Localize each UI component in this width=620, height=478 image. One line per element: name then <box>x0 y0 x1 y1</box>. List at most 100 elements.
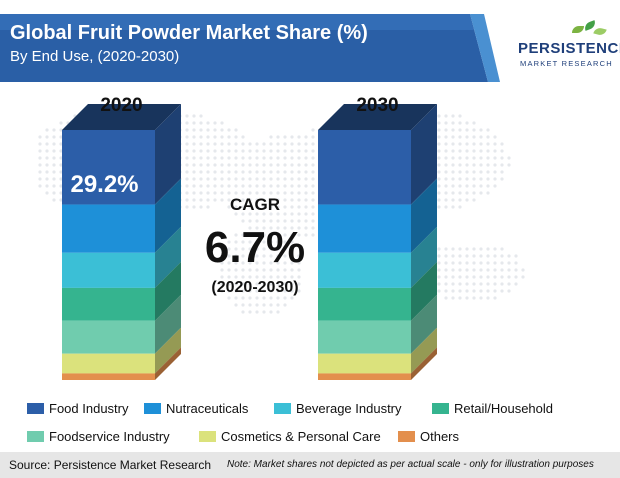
map-dot <box>444 282 448 286</box>
legend-item: Others <box>398 429 459 444</box>
map-dot <box>297 184 301 188</box>
map-dot <box>185 142 189 146</box>
map-dot <box>444 275 448 279</box>
map-dot <box>59 163 63 167</box>
map-dot <box>241 156 245 160</box>
map-dot <box>311 191 315 195</box>
map-dot <box>465 121 469 125</box>
map-dot <box>500 247 504 251</box>
map-dot <box>437 142 441 146</box>
map-dot <box>241 149 245 153</box>
map-dot <box>479 156 483 160</box>
map-dot <box>290 275 294 279</box>
map-dot <box>262 261 266 265</box>
map-dot <box>297 135 301 139</box>
map-dot <box>234 296 238 300</box>
map-dot <box>248 261 252 265</box>
map-dot <box>472 170 476 174</box>
map-dot <box>297 205 301 209</box>
map-dot <box>451 121 455 125</box>
map-dot <box>458 205 462 209</box>
map-dot <box>227 282 231 286</box>
map-dot <box>269 282 273 286</box>
map-dot <box>234 233 238 237</box>
map-dot <box>486 254 490 258</box>
map-dot <box>493 163 497 167</box>
map-dot <box>465 282 469 286</box>
map-dot <box>248 282 252 286</box>
map-dot <box>493 268 497 272</box>
map-dot <box>234 156 238 160</box>
map-dot <box>269 205 273 209</box>
map-dot <box>262 219 266 223</box>
map-dot <box>248 163 252 167</box>
map-dot <box>276 247 280 251</box>
map-dot <box>199 170 203 174</box>
map-dot <box>437 163 441 167</box>
map-dot <box>241 212 245 216</box>
map-dot <box>486 156 490 160</box>
map-dot <box>283 156 287 160</box>
header-background <box>0 14 500 82</box>
map-dot <box>262 296 266 300</box>
map-dot <box>451 191 455 195</box>
map-dot <box>38 170 42 174</box>
map-dot <box>276 191 280 195</box>
bar-segment <box>318 327 437 374</box>
map-dot <box>255 191 259 195</box>
map-dot <box>451 261 455 265</box>
map-dot <box>311 156 315 160</box>
map-dot <box>220 163 224 167</box>
map-dot <box>283 303 287 307</box>
map-dot <box>290 156 294 160</box>
map-dot <box>493 149 497 153</box>
map-dot <box>283 254 287 258</box>
map-dot <box>514 254 518 258</box>
bar-segment-front <box>62 373 155 380</box>
map-dot <box>283 142 287 146</box>
map-dot <box>507 282 511 286</box>
map-dot <box>276 219 280 223</box>
map-dot <box>227 135 231 139</box>
map-dot <box>276 240 280 244</box>
map-dot <box>234 212 238 216</box>
map-dot <box>199 184 203 188</box>
map-dot <box>458 114 462 118</box>
map-dot <box>486 261 490 265</box>
chart-subtitle: By End Use, (2020-2030) <box>10 48 180 65</box>
legend-label: Foodservice Industry <box>49 429 170 444</box>
map-dot <box>458 121 462 125</box>
map-dot <box>479 268 483 272</box>
map-dot <box>500 177 504 181</box>
map-dot <box>262 226 266 230</box>
map-dot <box>276 254 280 258</box>
map-dot <box>241 191 245 195</box>
map-dot <box>444 135 448 139</box>
map-dot <box>276 170 280 174</box>
map-dot <box>241 233 245 237</box>
map-dot <box>437 156 441 160</box>
map-dot <box>262 303 266 307</box>
map-dot <box>206 191 210 195</box>
map-dot <box>45 177 49 181</box>
bar-segment <box>62 327 181 374</box>
chart-title: Global Fruit Powder Market Share (%) <box>10 22 368 44</box>
map-dot <box>472 296 476 300</box>
map-dot <box>437 289 441 293</box>
map-dot <box>472 282 476 286</box>
map-dot <box>311 212 315 216</box>
map-dot <box>220 282 224 286</box>
map-dot <box>311 170 315 174</box>
map-dot <box>262 212 266 216</box>
map-dot <box>255 310 259 314</box>
map-dot <box>479 282 483 286</box>
map-dot <box>444 198 448 202</box>
bar-segment-side <box>411 178 437 253</box>
map-dot <box>227 240 231 244</box>
map-dot <box>262 254 266 258</box>
map-dot <box>486 177 490 181</box>
map-dot <box>514 282 518 286</box>
map-dot <box>479 261 483 265</box>
map-dot <box>227 247 231 251</box>
map-dot <box>290 247 294 251</box>
